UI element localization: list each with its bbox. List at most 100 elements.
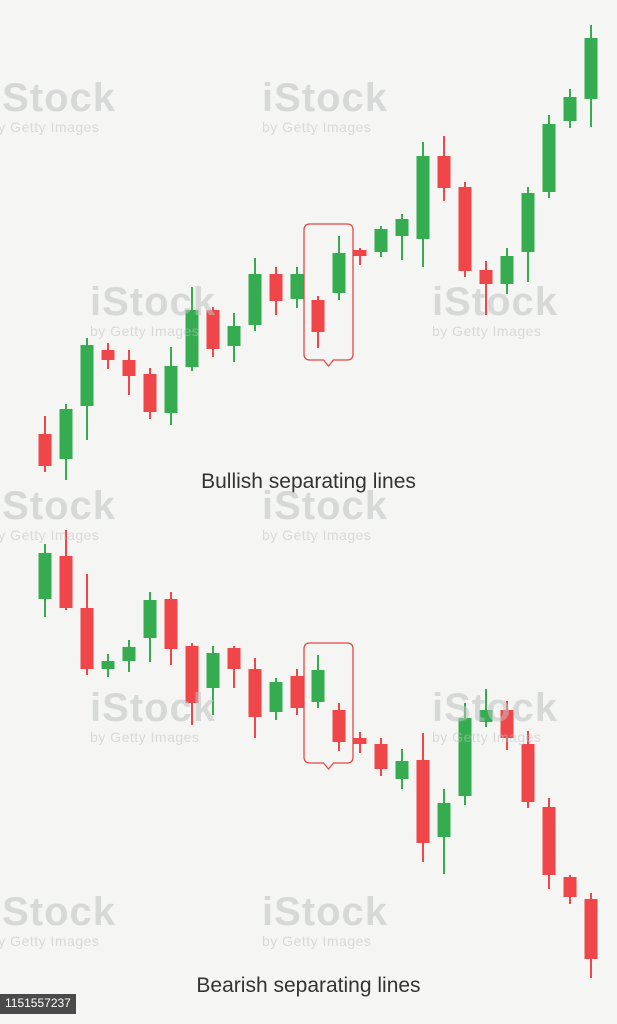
bearish-candle-body xyxy=(584,899,598,959)
candle xyxy=(395,214,409,260)
bullish-candle-body xyxy=(437,803,451,837)
bearish-candle-body xyxy=(479,270,493,284)
candle xyxy=(353,248,367,265)
bullish-candle-body xyxy=(164,366,178,413)
candle xyxy=(227,646,241,688)
candle xyxy=(332,703,346,751)
candle xyxy=(542,115,556,198)
bullish-candle-body xyxy=(185,310,199,367)
bullish-candle-body xyxy=(479,710,493,722)
bullish-candle-body xyxy=(290,274,304,299)
bullish-candle-body xyxy=(542,124,556,192)
bullish-candle-body xyxy=(395,761,409,779)
bearish-candle-body xyxy=(143,374,157,412)
candle xyxy=(80,574,94,675)
bearish-candle-body xyxy=(500,710,514,738)
candle xyxy=(479,261,493,315)
candle xyxy=(122,640,136,672)
bearish-caption: Bearish separating lines xyxy=(196,974,421,997)
candle xyxy=(374,226,388,257)
bearish-candle-body xyxy=(311,300,325,332)
candle xyxy=(416,142,430,267)
candle xyxy=(185,287,199,371)
candle xyxy=(500,701,514,750)
bullish-candle-body xyxy=(143,600,157,638)
candle xyxy=(584,25,598,127)
bullish-candle-body xyxy=(59,409,73,459)
candle xyxy=(59,530,73,610)
candle xyxy=(269,267,283,315)
candle xyxy=(563,89,577,128)
candle xyxy=(521,187,535,282)
bearish-candle-body xyxy=(185,646,199,703)
candle xyxy=(332,236,346,300)
candle xyxy=(248,658,262,738)
bullish-candle-body xyxy=(521,193,535,252)
candle xyxy=(143,592,157,662)
bullish-candle-body xyxy=(38,553,52,599)
candle xyxy=(269,678,283,720)
candle xyxy=(584,893,598,978)
separating-lines-highlight-box xyxy=(303,642,354,771)
bullish-candle-body xyxy=(248,274,262,325)
candle xyxy=(59,404,73,480)
candle xyxy=(311,655,325,708)
bearish-candle-body xyxy=(206,310,220,349)
bullish-candle-body xyxy=(416,156,430,239)
bearish-candle-body xyxy=(59,556,73,608)
candle xyxy=(479,689,493,727)
bearish-candle-body xyxy=(164,599,178,649)
bullish-candle-body xyxy=(122,647,136,661)
candle xyxy=(227,313,241,362)
bullish-candle-body xyxy=(101,661,115,669)
candle xyxy=(290,267,304,308)
candle xyxy=(563,875,577,904)
candle xyxy=(164,347,178,425)
bullish-candle-body xyxy=(206,653,220,688)
candle xyxy=(248,258,262,331)
bullish-candle-body xyxy=(584,38,598,99)
bullish-candle-body xyxy=(227,326,241,346)
candle xyxy=(143,368,157,419)
candle xyxy=(290,669,304,715)
bearish-candle-body xyxy=(122,360,136,376)
stock-id-label: 1151557237 xyxy=(0,994,76,1014)
bullish-chart-panel xyxy=(38,25,598,480)
bearish-candle-body xyxy=(374,744,388,769)
candle xyxy=(206,646,220,715)
bearish-candle-body xyxy=(437,156,451,188)
candle xyxy=(38,544,52,617)
bullish-candle-body xyxy=(80,345,94,406)
candle xyxy=(437,136,451,201)
bearish-candle-body xyxy=(101,350,115,360)
bearish-candle-body xyxy=(416,760,430,843)
candle xyxy=(38,416,52,472)
candle xyxy=(122,350,136,395)
candle xyxy=(353,732,367,753)
bullish-candle-body xyxy=(332,253,346,293)
bullish-candle-body xyxy=(311,670,325,702)
bearish-candle-body xyxy=(227,648,241,669)
bullish-candle-body xyxy=(500,256,514,284)
bearish-candle-body xyxy=(248,669,262,717)
bearish-candle-body xyxy=(332,710,346,742)
candle xyxy=(206,307,220,357)
bearish-candle-body xyxy=(458,187,472,271)
bearish-candle-body xyxy=(290,676,304,708)
bullish-candle-body xyxy=(458,718,472,796)
candle xyxy=(395,749,409,789)
bearish-candle-body xyxy=(563,877,577,897)
candle xyxy=(521,731,535,808)
bearish-candle-body xyxy=(542,807,556,875)
candle xyxy=(80,338,94,440)
candle xyxy=(101,343,115,369)
candle xyxy=(164,592,178,665)
bearish-candle-body xyxy=(38,434,52,466)
candle xyxy=(500,248,514,294)
candle xyxy=(416,733,430,862)
separating-lines-highlight-box xyxy=(303,223,354,368)
bullish-candle-body xyxy=(563,97,577,121)
bearish-candle-body xyxy=(80,608,94,669)
candle xyxy=(101,654,115,677)
